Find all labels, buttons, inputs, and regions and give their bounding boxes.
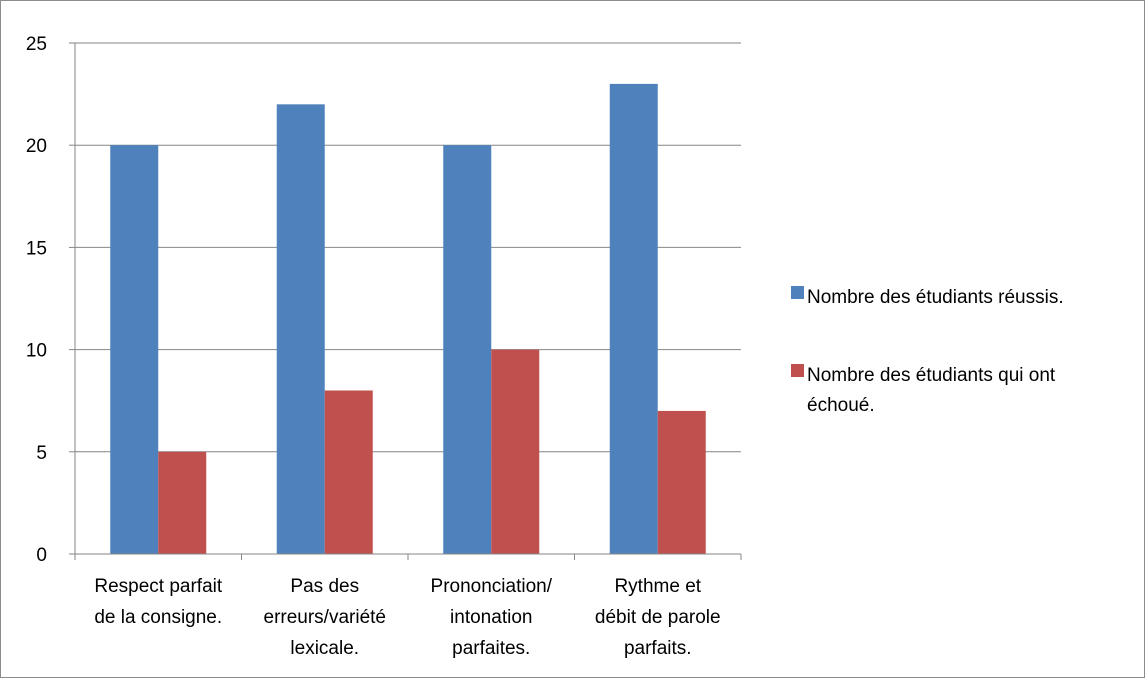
legend-label-line: Nombre des étudiants qui ont [807, 365, 1056, 386]
y-tick-label: 20 [26, 136, 47, 157]
x-category-label-line: parfaites. [452, 638, 530, 659]
bar-reussis [276, 104, 325, 554]
x-category-label: Respect parfait de la consigne. [94, 576, 223, 628]
bars [110, 83, 706, 554]
x-category-label-line: lexicale. [290, 638, 359, 659]
legend: Nombre des étudiants réussis. Nombre des … [791, 286, 1064, 416]
x-category-label-line: intonation [450, 607, 532, 628]
legend-label-line: Nombre des étudiants réussis. [807, 287, 1064, 308]
legend-label: Nombre des étudiants qui ont échoué. [807, 365, 1056, 416]
x-category-label: Prononciation/intonation parfaites. [431, 576, 553, 659]
bar-reussis [609, 83, 658, 554]
legend-label: Nombre des étudiants réussis. [807, 287, 1064, 308]
bar-reussis [443, 145, 492, 554]
legend-swatch [791, 364, 804, 377]
x-category-label-line: Rythme et [614, 576, 701, 597]
y-tick-label: 25 [26, 34, 47, 55]
x-category-label-line: débit de parole [595, 607, 721, 628]
y-tick-label: 15 [26, 238, 47, 259]
axis-labels: 0 5 10 15 20 25 Respect parfait de la consigne.… [26, 34, 721, 659]
x-category-label-line: parfaits. [624, 638, 692, 659]
bar-echoue [158, 451, 207, 554]
x-category-label: Rythme et débit de parole parfaits. [595, 576, 721, 659]
bar-echoue [491, 349, 540, 554]
x-category-label-line: Prononciation/ [431, 576, 553, 597]
bar-reussis [110, 145, 159, 554]
bar-echoue [324, 390, 373, 554]
y-tick-label: 5 [36, 443, 47, 464]
x-category-label-line: Respect parfait [94, 576, 223, 597]
y-tick-label: 10 [26, 341, 47, 362]
legend-swatch [791, 286, 804, 299]
x-category-label-line: de la consigne. [94, 607, 222, 628]
x-category-label-line: Pas des [290, 576, 359, 597]
legend-label-line: échoué. [807, 395, 875, 416]
y-tick-label: 0 [36, 545, 47, 566]
bar-echoue [657, 410, 706, 554]
x-category-label-line: erreurs/variété [264, 607, 387, 628]
x-category-label: Pas des erreurs/variété lexicale. [264, 576, 387, 659]
axes [69, 42, 742, 560]
